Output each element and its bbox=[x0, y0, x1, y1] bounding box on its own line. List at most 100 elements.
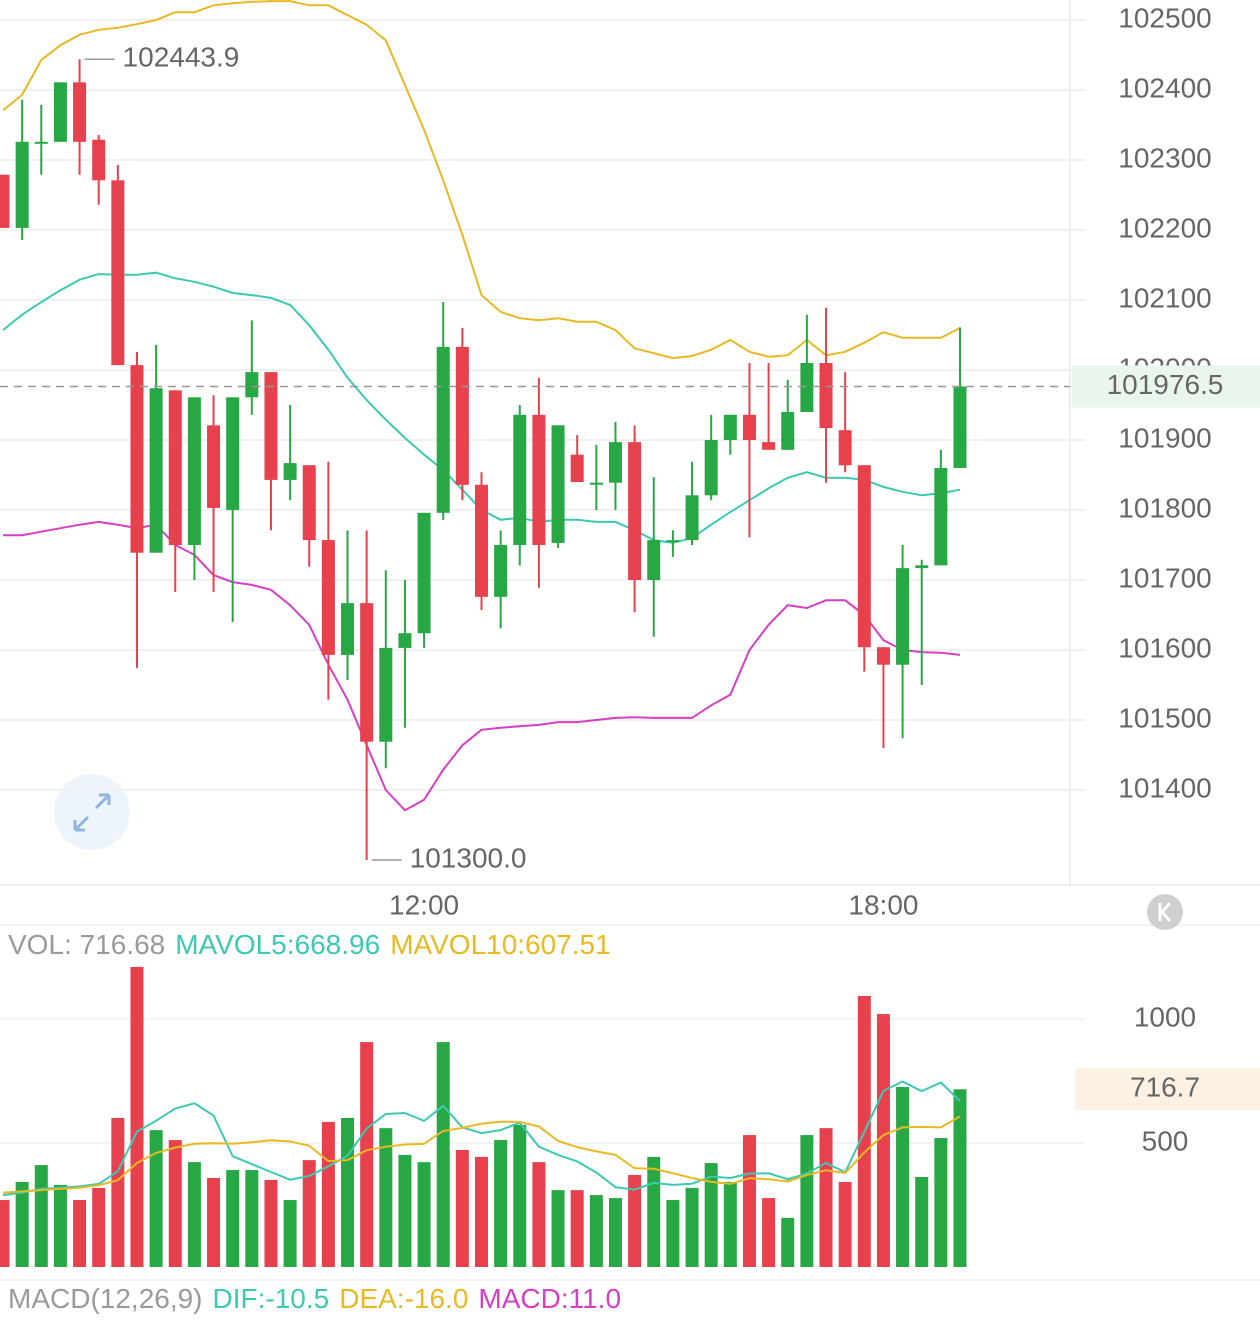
candle-body bbox=[398, 633, 412, 648]
volume-bar bbox=[723, 1181, 737, 1267]
volume-bar bbox=[781, 1217, 795, 1267]
volume-bar bbox=[915, 1176, 929, 1267]
expand-bg bbox=[54, 774, 130, 850]
volume-bar bbox=[341, 1117, 355, 1267]
volume-bar bbox=[800, 1135, 814, 1267]
candle-body bbox=[608, 442, 622, 483]
candle-body bbox=[0, 174, 10, 228]
volume-bar bbox=[15, 1181, 29, 1267]
volume-bar bbox=[130, 966, 144, 1267]
candle-body bbox=[168, 390, 182, 546]
volume-bar bbox=[953, 1089, 967, 1267]
volume-bar bbox=[475, 1156, 488, 1267]
volume-bar bbox=[934, 1138, 948, 1267]
volume-bar bbox=[838, 1181, 852, 1267]
current-volume-label: 716.7 bbox=[1130, 1072, 1200, 1103]
volume-bar bbox=[896, 1086, 910, 1267]
candle-body bbox=[934, 468, 948, 566]
low-label: 101300.0 bbox=[410, 842, 527, 873]
candle-body bbox=[379, 647, 393, 742]
header-item: DIF:-10.5 bbox=[213, 1283, 330, 1314]
candle-body bbox=[283, 463, 297, 480]
volume-bar bbox=[302, 1160, 316, 1267]
volume-bar bbox=[283, 1200, 297, 1267]
volume-bar bbox=[455, 1149, 469, 1267]
candle-body bbox=[704, 440, 718, 496]
candle-body bbox=[15, 141, 29, 228]
volume-bar bbox=[111, 1117, 125, 1267]
candle-body bbox=[321, 540, 335, 655]
volume-bar bbox=[207, 1177, 221, 1267]
y-tick-label: 101400 bbox=[1118, 772, 1211, 803]
volume-bar bbox=[226, 1170, 240, 1267]
candle-body bbox=[532, 414, 546, 546]
candle-body bbox=[417, 512, 431, 634]
candle-body bbox=[245, 372, 259, 398]
volume-bar bbox=[647, 1156, 661, 1267]
volume-bar bbox=[876, 1014, 890, 1267]
ma-line bbox=[2, 1115, 961, 1194]
expand-icon bbox=[73, 793, 111, 832]
volume-bar bbox=[53, 1184, 67, 1267]
candle-body bbox=[513, 414, 527, 546]
toggle-bg bbox=[1147, 894, 1183, 930]
volume-bar bbox=[264, 1179, 278, 1267]
candle-body bbox=[34, 141, 48, 144]
volume-bar bbox=[742, 1135, 756, 1267]
candle-body bbox=[111, 180, 125, 366]
header-item: VOL: 716.68 bbox=[8, 929, 165, 960]
y-tick-label: 101800 bbox=[1118, 492, 1211, 523]
y-tick-label: 102100 bbox=[1118, 282, 1211, 313]
candle-body bbox=[455, 346, 469, 485]
volume-bar bbox=[245, 1170, 259, 1267]
candle-body bbox=[800, 363, 814, 413]
candle-body bbox=[781, 412, 795, 450]
header-item: MACD(12,26,9) bbox=[8, 1283, 203, 1314]
volume-bar bbox=[436, 1042, 450, 1267]
candle-body bbox=[685, 495, 699, 541]
candle-body bbox=[876, 647, 890, 665]
candle-body bbox=[589, 482, 603, 485]
volume-bar bbox=[398, 1154, 412, 1267]
volume-bar bbox=[762, 1198, 776, 1267]
band-line bbox=[2, 0, 961, 360]
y-tick-label: 102500 bbox=[1118, 2, 1211, 33]
candle-body bbox=[92, 139, 106, 181]
y-tick-label: 1000 bbox=[1134, 1001, 1196, 1032]
current-price-tag bbox=[1072, 365, 1260, 408]
y-tick-label: 101700 bbox=[1118, 562, 1211, 593]
header-item: MACD:11.0 bbox=[478, 1283, 621, 1314]
candle-body bbox=[896, 568, 910, 665]
candle-body bbox=[762, 442, 776, 450]
candle-body bbox=[647, 540, 661, 581]
volume-bar bbox=[513, 1124, 527, 1267]
candle-body bbox=[494, 545, 508, 597]
header-item: DEA:-16.0 bbox=[339, 1283, 468, 1314]
candle-body bbox=[628, 442, 642, 581]
volume-bar bbox=[494, 1140, 508, 1267]
candle-body bbox=[475, 484, 488, 597]
volume-bar bbox=[704, 1163, 718, 1267]
ma-line bbox=[2, 1080, 961, 1197]
candle-body bbox=[341, 603, 355, 655]
volume-bar bbox=[628, 1175, 642, 1267]
candle-body bbox=[838, 430, 852, 466]
candle-body bbox=[570, 454, 584, 483]
panel-header: VOL: 716.68 MAVOL5:668.96 MAVOL10:607.51 bbox=[8, 929, 611, 960]
y-tick-label: 500 bbox=[1142, 1125, 1189, 1156]
current-price-label: 101976.5 bbox=[1107, 369, 1224, 400]
volume-bar bbox=[379, 1128, 393, 1267]
candle-body bbox=[226, 397, 240, 511]
volume-bar bbox=[608, 1198, 622, 1267]
kline-toggle[interactable] bbox=[1147, 894, 1183, 930]
volume-bar bbox=[73, 1200, 87, 1267]
expand-button[interactable] bbox=[54, 774, 130, 850]
header-item: MAVOL5:668.96 bbox=[175, 929, 380, 960]
volume-bar bbox=[819, 1128, 833, 1267]
candle-body bbox=[551, 425, 565, 543]
y-tick-label: 101500 bbox=[1118, 702, 1211, 733]
y-tick-label: 102200 bbox=[1118, 212, 1211, 243]
candle-body bbox=[742, 414, 756, 441]
